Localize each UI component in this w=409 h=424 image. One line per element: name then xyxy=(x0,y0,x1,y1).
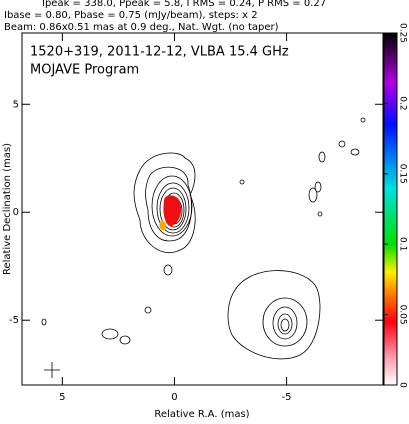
x-tick-label: -5 xyxy=(282,392,292,403)
colorbar-tick-label: 0.15 xyxy=(398,164,408,184)
colorbar-tick-label: 0.2 xyxy=(398,96,408,110)
y-tick-label: 5 xyxy=(13,99,19,110)
colorbar-tick-label: 0.25 xyxy=(398,23,408,43)
plot-frame xyxy=(21,32,384,386)
colorbar-tick-label: 0.1 xyxy=(398,237,408,251)
y-axis-label: Relative Declination (mas) xyxy=(2,143,13,275)
colorbar-tick-label: 0.05 xyxy=(398,305,408,325)
x-tick-label: 0 xyxy=(171,392,177,403)
colorbar xyxy=(383,32,398,386)
chart-title: 1520+319, 2011-12-12, VLBA 15.4 GHz xyxy=(30,45,289,60)
header-line: Ibase = 0.80, Pbase = 0.75 (mJy/beam), s… xyxy=(4,10,258,21)
header-line: Beam: 0.86x0.51 mas at 0.9 deg., Nat. Wg… xyxy=(4,22,279,33)
y-tick-label: 0 xyxy=(13,207,19,218)
y-tick-label: -5 xyxy=(9,315,19,326)
chart-subtitle: MOJAVE Program xyxy=(30,63,139,78)
contours xyxy=(41,117,366,378)
header-line: Ipeak = 338.0, Ppeak = 5.8, I RMS = 0.24… xyxy=(42,0,326,9)
x-tick-label: 5 xyxy=(59,392,65,403)
colorbar-tick-label: 0 xyxy=(398,382,408,388)
x-axis-label: Relative R.A. (mas) xyxy=(154,409,249,420)
